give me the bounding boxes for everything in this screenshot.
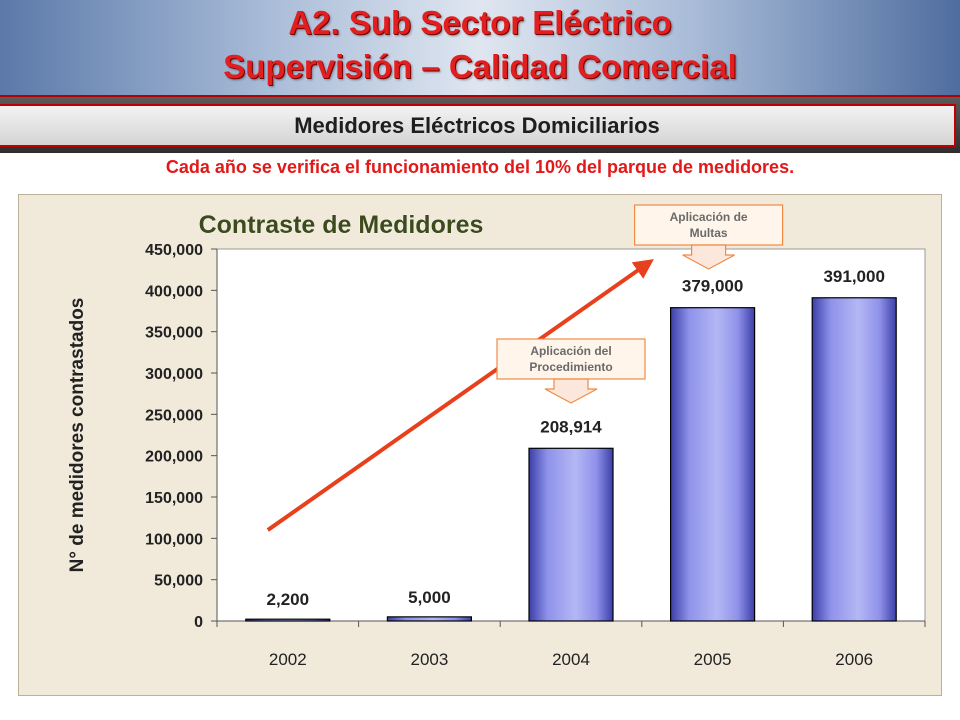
annotation-text: Procedimiento [529, 360, 612, 374]
y-tick-label: 400,000 [145, 283, 203, 300]
x-tick-label: 2006 [835, 650, 873, 669]
y-tick-label: 50,000 [154, 573, 203, 590]
x-tick-label: 2002 [269, 650, 307, 669]
chart-panel: Contraste de Medidores 0 50,000 100,000 150,… [18, 194, 942, 696]
bar-value-label: 379,000 [682, 277, 743, 296]
header-banner: A2. Sub Sector Eléctrico Supervisión – C… [0, 0, 960, 95]
y-tick-label: 200,000 [145, 449, 203, 466]
annotation-arrow [544, 378, 598, 404]
page-title-line1: A2. Sub Sector Eléctrico [288, 4, 672, 41]
annotation-text: Multas [690, 226, 728, 240]
y-tick-label: 0 [194, 614, 203, 631]
page-title-line2: Supervisión – Calidad Comercial [223, 48, 737, 85]
y-axis-label: N° de medidores contrastados [67, 298, 88, 573]
annotation-box [496, 338, 646, 380]
bar-2002 [245, 618, 331, 622]
chart-title: Contraste de Medidores [199, 211, 484, 239]
y-tick-label: 350,000 [145, 325, 203, 342]
description-note: Cada año se verifica el funcionamiento d… [165, 157, 795, 177]
y-tick-label: 250,000 [145, 407, 203, 424]
bar-value-label: 5,000 [408, 588, 451, 607]
x-tick-label: 2004 [552, 650, 590, 669]
y-tick-label: 150,000 [145, 490, 203, 507]
bar-value-label: 2,200 [267, 590, 310, 609]
x-tick-label: 2005 [694, 650, 732, 669]
x-tick-label: 2003 [410, 650, 448, 669]
bar-2004 [528, 447, 614, 622]
bar-value-label: 208,914 [540, 417, 602, 436]
section-subtitle: Medidores Eléctricos Domiciliarios [0, 104, 956, 147]
y-tick-label: 100,000 [145, 531, 203, 548]
annotation-box [633, 204, 784, 246]
annotation-arrow [682, 244, 735, 270]
annotation-text: Aplicación del [530, 344, 611, 358]
annotation-text: Aplicación de [670, 210, 748, 224]
y-tick-label: 450,000 [145, 242, 203, 259]
bar-chart: Contraste de Medidores 0 50,000 100,000 150,… [67, 204, 926, 669]
y-tick-label: 300,000 [145, 366, 203, 383]
bar-value-label: 391,000 [823, 267, 884, 286]
bar-2006 [811, 297, 897, 622]
bar-2003 [386, 616, 472, 622]
bar-2005 [669, 307, 756, 622]
trend-arrow [266, 259, 654, 532]
